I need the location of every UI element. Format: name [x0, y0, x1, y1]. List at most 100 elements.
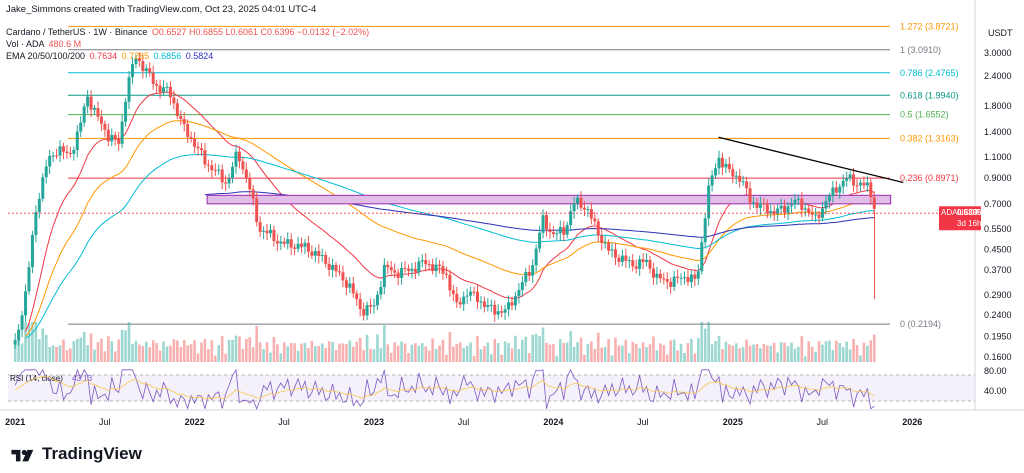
candle-body — [651, 268, 655, 278]
volume-bar — [772, 342, 776, 362]
volume-bar — [82, 331, 86, 362]
volume-bar — [814, 351, 817, 362]
volume-bar — [831, 349, 835, 362]
volume-bar — [493, 338, 497, 362]
legend-volume-row: Vol · ADA 480.6 M — [6, 39, 81, 49]
volume-bar — [593, 348, 597, 362]
volume-bar — [372, 349, 376, 362]
volume-bar — [265, 342, 269, 362]
volume-bar — [476, 335, 479, 362]
candle-body — [17, 329, 21, 341]
candle-body — [237, 151, 241, 162]
volume-bar — [748, 345, 752, 362]
candle-body — [262, 230, 266, 232]
candle-body — [551, 232, 555, 234]
resistance-zone[interactable] — [206, 194, 892, 205]
time-axis-tick-label: Jul — [278, 417, 290, 427]
volume-bar — [483, 346, 486, 362]
candle-body — [372, 305, 376, 307]
volume-bar — [652, 336, 655, 362]
candle-body — [331, 264, 335, 270]
candle-body — [175, 103, 179, 116]
volume-bar — [655, 350, 659, 362]
volume-bar — [307, 347, 310, 362]
candle-body — [717, 157, 721, 169]
candle-body — [220, 169, 224, 183]
candle-body — [244, 169, 248, 179]
candle-body — [403, 267, 407, 269]
candle-body — [569, 211, 573, 226]
candle-body — [641, 259, 645, 263]
volume-bar — [627, 353, 631, 362]
candle-body — [589, 209, 593, 219]
candle-body — [803, 208, 807, 210]
volume-bar — [362, 350, 365, 362]
time-axis-tick-label: 2024 — [543, 417, 563, 427]
volume-bar — [296, 350, 300, 362]
volume-bar — [679, 343, 683, 362]
candle-body — [296, 243, 300, 249]
candle-body — [645, 259, 649, 263]
volume-bar — [745, 339, 748, 362]
candle-body — [196, 146, 200, 149]
candle-body — [596, 221, 600, 236]
price-axis-tick-label: 0.5500 — [984, 224, 1012, 234]
candle-body — [624, 255, 628, 261]
descending-trendline[interactable] — [718, 136, 904, 184]
volume-bar — [389, 352, 393, 362]
volume-bar — [141, 346, 145, 362]
candle-body — [124, 101, 128, 122]
candle-body — [620, 255, 624, 262]
tradingview-logo[interactable]: TradingView — [10, 444, 142, 464]
volume-bar — [407, 353, 410, 362]
volume-bar — [34, 322, 38, 362]
volume-bar — [779, 342, 783, 362]
volume-bar — [769, 345, 773, 362]
volume-bar — [155, 343, 158, 362]
candle-body — [703, 218, 707, 243]
rsi-axis-tick-label: 80.00 — [984, 366, 1007, 376]
volume-bar — [538, 336, 541, 362]
volume-bar — [817, 341, 821, 362]
fib-level-label: 0.618 (1.9940) — [900, 90, 959, 100]
legend-volume-label[interactable]: Vol · ADA — [6, 39, 45, 49]
candle-body — [513, 296, 517, 306]
candle-body — [199, 148, 203, 151]
candle-body — [362, 309, 366, 316]
volume-bar — [258, 342, 262, 362]
candle-body — [600, 235, 604, 243]
candle-body — [282, 241, 286, 244]
candle-body — [355, 293, 359, 299]
volume-bar — [127, 322, 131, 362]
last-price-tag[interactable] — [939, 206, 981, 231]
volume-bar — [717, 335, 721, 362]
candle-body — [841, 180, 845, 187]
volume-bar — [693, 353, 697, 362]
candle-body — [758, 203, 762, 208]
volume-bar — [165, 346, 169, 362]
volume-bar — [227, 339, 231, 362]
time-axis-tick-label: Jul — [637, 417, 649, 427]
candle-body — [106, 129, 110, 142]
volume-bar — [676, 350, 679, 362]
candle-body — [82, 106, 86, 123]
candle-body — [172, 97, 176, 104]
candle-body — [745, 181, 749, 189]
volume-bar — [96, 342, 100, 362]
volume-bar — [548, 344, 552, 362]
volume-bar — [452, 346, 455, 362]
candle-body — [427, 264, 431, 266]
volume-bar — [734, 343, 738, 362]
volume-bar — [797, 346, 800, 362]
candle-body — [748, 188, 752, 203]
volume-bar — [524, 336, 528, 362]
volume-bar — [148, 347, 152, 362]
legend-ema-label[interactable]: EMA 20/50/100/200 — [6, 51, 86, 61]
volume-bar — [51, 345, 55, 362]
candle-body — [693, 274, 697, 279]
candle-body — [438, 264, 442, 267]
legend-symbol[interactable]: Cardano / TetherUS · 1W · Binance — [6, 27, 148, 37]
volume-bar — [75, 339, 79, 362]
candle-body — [265, 230, 269, 234]
